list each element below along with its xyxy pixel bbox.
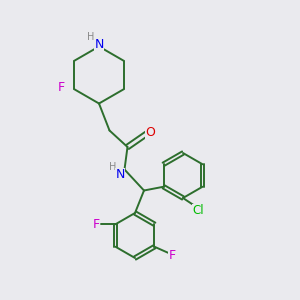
Text: Cl: Cl	[192, 204, 204, 217]
Text: N: N	[94, 38, 104, 52]
Text: H: H	[110, 161, 117, 172]
Text: O: O	[146, 125, 155, 139]
Text: H: H	[87, 32, 94, 42]
Text: F: F	[92, 218, 100, 231]
Text: N: N	[115, 168, 125, 182]
Text: F: F	[169, 249, 176, 262]
Text: F: F	[58, 81, 65, 94]
